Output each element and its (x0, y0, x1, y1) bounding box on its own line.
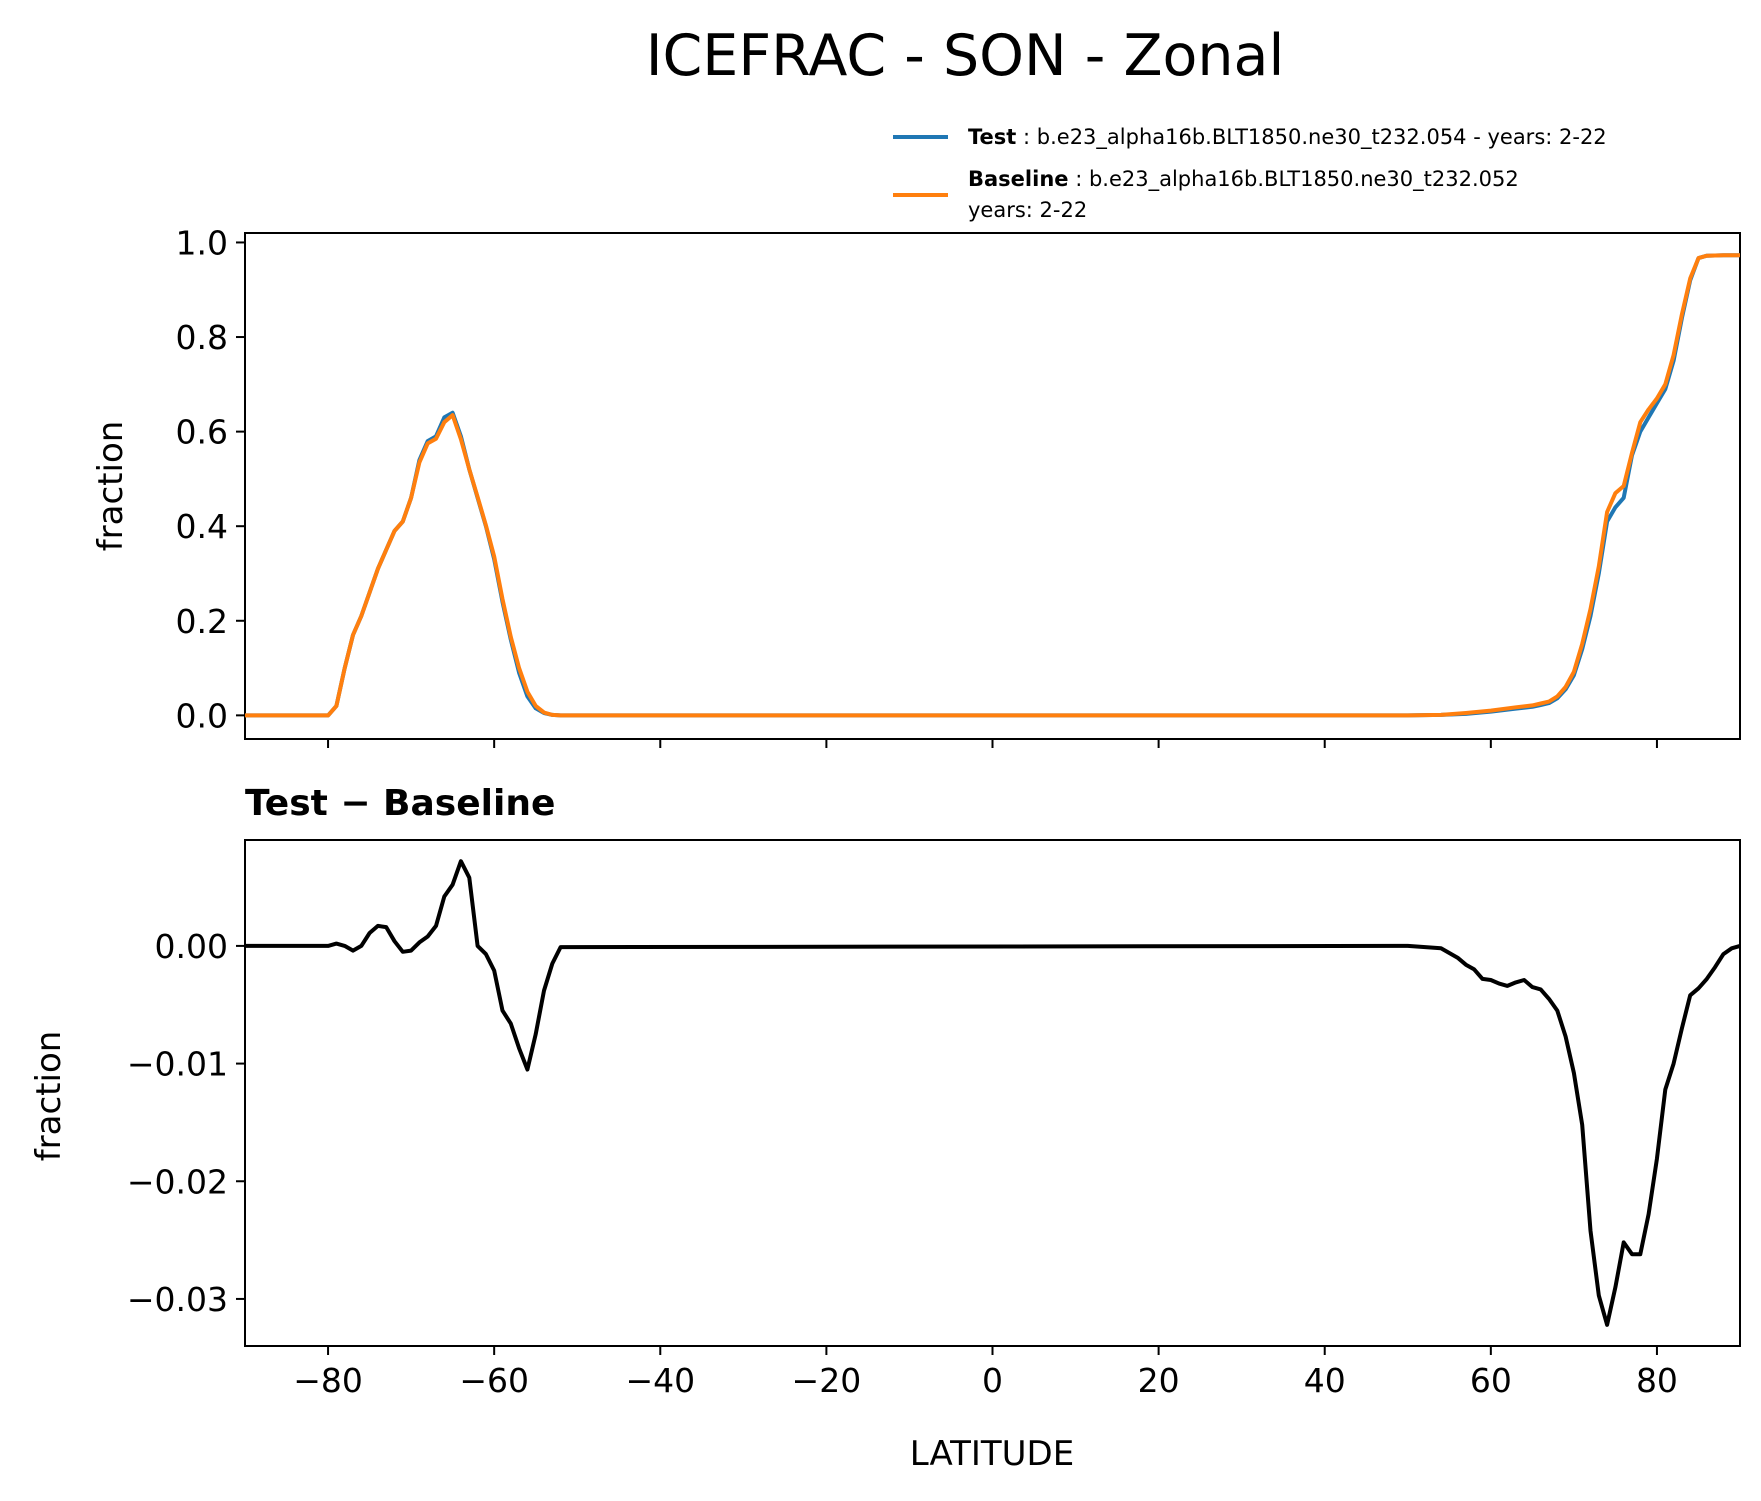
top-series-lines (245, 253, 1740, 718)
bottom-y-axis-label: fraction (29, 1031, 69, 1162)
bottom-x-tick-label: −80 (293, 1361, 363, 1400)
legend: Test : b.e23_alpha16b.BLT1850.ne30_t232.… (893, 125, 1607, 222)
top-y-tick-label: 0.8 (176, 318, 228, 357)
bottom-y-tick-label: 0.00 (155, 927, 228, 966)
bottom-x-tick-label: 40 (1304, 1361, 1346, 1400)
top-y-tick-label: 0.2 (176, 602, 228, 641)
top-y-tick-label: 0.4 (176, 507, 228, 546)
legend-text-test: b.e23_alpha16b.BLT1850.ne30_t232.054 - y… (1037, 125, 1607, 150)
legend-text-baseline: b.e23_alpha16b.BLT1850.ne30_t232.052 (1089, 167, 1519, 192)
bottom-series-line-test-baseline (245, 859, 1741, 1327)
legend-label-baseline: Baseline : b.e23_alpha16b.BLT1850.ne30_t… (968, 167, 1519, 192)
legend-name-baseline: Baseline (968, 167, 1069, 191)
top-y-tick-label: 1.0 (176, 223, 228, 262)
bottom-x-tick-label: 0 (982, 1361, 1003, 1400)
legend-label-test: Test : b.e23_alpha16b.BLT1850.ne30_t232.… (968, 125, 1607, 150)
bottom-series-lines (245, 859, 1741, 1327)
top-series-line-baseline (245, 253, 1740, 718)
bottom-y-tick-label: −0.02 (127, 1162, 228, 1201)
bottom-panel: Test − Baseline −80 −60 −40 −20 0 20 40 60 80 0.0… (29, 783, 1741, 1474)
top-y-tick-label: 0.6 (176, 413, 228, 452)
bottom-x-tick-label: −60 (459, 1361, 529, 1400)
bottom-x-tick-label: 20 (1138, 1361, 1180, 1400)
bottom-x-tick-label: 60 (1470, 1361, 1512, 1400)
legend-label-baseline-line2: years: 2-22 (968, 198, 1087, 222)
bottom-x-tick-label: 80 (1636, 1361, 1678, 1400)
legend-sep-baseline: : (1069, 167, 1089, 191)
bottom-y-tick-label: −0.03 (127, 1280, 228, 1319)
bottom-x-tick-label: −40 (625, 1361, 695, 1400)
x-axis-label: LATITUDE (910, 1434, 1074, 1474)
top-y-tick-label: 0.0 (176, 696, 228, 735)
bottom-y-tick-label: −0.01 (127, 1045, 228, 1084)
legend-sep-test: : (1016, 125, 1036, 149)
top-panel: 0.0 0.2 0.4 0.6 0.8 1.0 fraction (91, 223, 1741, 748)
legend-name-test: Test (968, 125, 1016, 149)
bottom-ticks: −80 −60 −40 −20 0 20 40 60 80 0.00 −0.01 −0.02 −0.03 (127, 927, 1678, 1400)
figure-title: ICEFRAC - SON - Zonal (646, 23, 1285, 89)
top-ticks: 0.0 0.2 0.4 0.6 0.8 1.0 (176, 223, 1658, 748)
bottom-x-tick-label: −20 (792, 1361, 862, 1400)
bottom-panel-title: Test − Baseline (245, 783, 555, 824)
top-y-axis-label: fraction (91, 421, 131, 552)
